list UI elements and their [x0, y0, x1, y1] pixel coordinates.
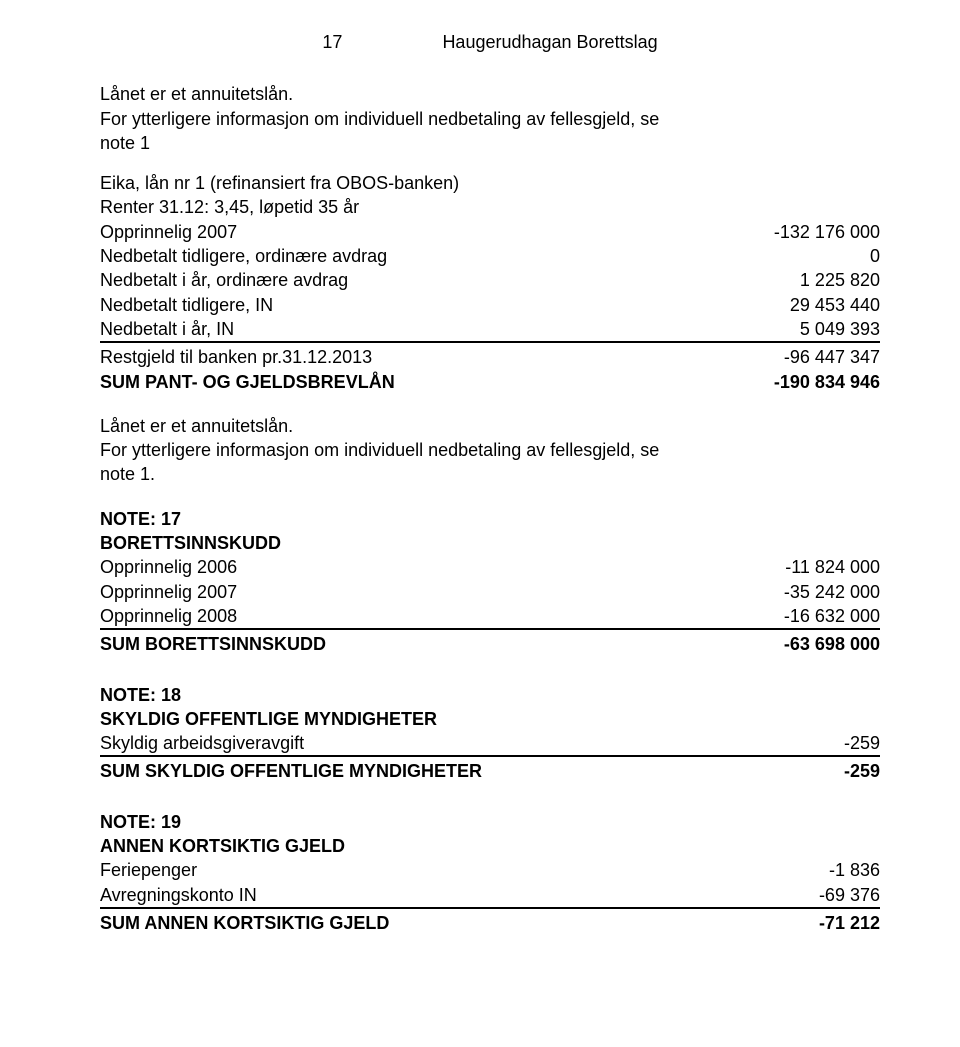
- sum-label: SUM PANT- OG GJELDSBREVLÅN: [100, 370, 774, 394]
- table-row: Nedbetalt i år, IN 5 049 393: [100, 317, 880, 341]
- text-line: note 1: [100, 131, 880, 155]
- note-subtitle: ANNEN KORTSIKTIG GJELD: [100, 834, 880, 858]
- table-row: Opprinnelig 2007 -132 176 000: [100, 220, 880, 244]
- note-17: NOTE: 17 BORETTSINNSKUDD Opprinnelig 200…: [100, 507, 880, 657]
- row-label: Skyldig arbeidsgiveravgift: [100, 731, 844, 755]
- row-value: 29 453 440: [790, 293, 880, 317]
- sum-row: SUM ANNEN KORTSIKTIG GJELD -71 212: [100, 907, 880, 935]
- table-row: Skyldig arbeidsgiveravgift -259: [100, 731, 880, 755]
- row-label: Restgjeld til banken pr.31.12.2013: [100, 345, 784, 369]
- text-line: For ytterligere informasjon om individue…: [100, 107, 880, 131]
- row-value: -259: [844, 731, 880, 755]
- row-value: -35 242 000: [784, 580, 880, 604]
- row-label: Nedbetalt tidligere, IN: [100, 293, 790, 317]
- sum-label: SUM ANNEN KORTSIKTIG GJELD: [100, 911, 819, 935]
- page-header: 17 Haugerudhagan Borettslag: [100, 30, 880, 54]
- table-row: Avregningskonto IN -69 376: [100, 883, 880, 907]
- sum-value: -71 212: [819, 911, 880, 935]
- text-line: Lånet er et annuitetslån.: [100, 82, 880, 106]
- text-line: For ytterligere informasjon om individue…: [100, 438, 880, 462]
- row-label: Opprinnelig 2006: [100, 555, 785, 579]
- row-value: 5 049 393: [800, 317, 880, 341]
- table-row: Opprinnelig 2006 -11 824 000: [100, 555, 880, 579]
- row-value: 1 225 820: [800, 268, 880, 292]
- row-label: Opprinnelig 2007: [100, 220, 774, 244]
- sum-row: SUM SKYLDIG OFFENTLIGE MYNDIGHETER -259: [100, 755, 880, 783]
- row-label: Opprinnelig 2007: [100, 580, 784, 604]
- intro-paragraph-1: Lånet er et annuitetslån. For ytterliger…: [100, 82, 880, 155]
- row-value: 0: [870, 244, 880, 268]
- row-value: -1 836: [829, 858, 880, 882]
- note-subtitle: SKYLDIG OFFENTLIGE MYNDIGHETER: [100, 707, 880, 731]
- table-row: Feriepenger -1 836: [100, 858, 880, 882]
- table-row: Nedbetalt tidligere, ordinære avdrag 0: [100, 244, 880, 268]
- table-row: Nedbetalt tidligere, IN 29 453 440: [100, 293, 880, 317]
- sum-label: SUM BORETTSINNSKUDD: [100, 632, 784, 656]
- row-label: Nedbetalt i år, IN: [100, 317, 800, 341]
- table-row: Opprinnelig 2007 -35 242 000: [100, 580, 880, 604]
- row-label: Nedbetalt i år, ordinære avdrag: [100, 268, 800, 292]
- note-title: NOTE: 19: [100, 810, 880, 834]
- row-value: -16 632 000: [784, 604, 880, 628]
- row-label: Feriepenger: [100, 858, 829, 882]
- loan-rate: Renter 31.12: 3,45, løpetid 35 år: [100, 195, 880, 219]
- sum-label: SUM SKYLDIG OFFENTLIGE MYNDIGHETER: [100, 759, 844, 783]
- table-row: Nedbetalt i år, ordinære avdrag 1 225 82…: [100, 268, 880, 292]
- row-label: Nedbetalt tidligere, ordinære avdrag: [100, 244, 870, 268]
- page-number: 17: [322, 30, 342, 54]
- note-title: NOTE: 18: [100, 683, 880, 707]
- note-19: NOTE: 19 ANNEN KORTSIKTIG GJELD Feriepen…: [100, 810, 880, 935]
- row-value: -11 824 000: [785, 555, 880, 579]
- row-value: -132 176 000: [774, 220, 880, 244]
- intro-paragraph-2: Lånet er et annuitetslån. For ytterliger…: [100, 414, 880, 487]
- sum-value: -259: [844, 759, 880, 783]
- note-18: NOTE: 18 SKYLDIG OFFENTLIGE MYNDIGHETER …: [100, 683, 880, 784]
- note-title: NOTE: 17: [100, 507, 880, 531]
- sum-value: -63 698 000: [784, 632, 880, 656]
- row-value: -96 447 347: [784, 345, 880, 369]
- loan-block: Eika, lån nr 1 (refinansiert fra OBOS-ba…: [100, 171, 880, 394]
- sum-row: SUM BORETTSINNSKUDD -63 698 000: [100, 628, 880, 656]
- text-line: note 1.: [100, 462, 880, 486]
- rest-row: Restgjeld til banken pr.31.12.2013 -96 4…: [100, 341, 880, 369]
- table-row: Opprinnelig 2008 -16 632 000: [100, 604, 880, 628]
- row-label: Opprinnelig 2008: [100, 604, 784, 628]
- doc-title: Haugerudhagan Borettslag: [442, 30, 657, 54]
- text-line: Lånet er et annuitetslån.: [100, 414, 880, 438]
- loan-title: Eika, lån nr 1 (refinansiert fra OBOS-ba…: [100, 171, 880, 195]
- note-subtitle: BORETTSINNSKUDD: [100, 531, 880, 555]
- sum-row: SUM PANT- OG GJELDSBREVLÅN -190 834 946: [100, 370, 880, 394]
- row-value: -69 376: [819, 883, 880, 907]
- row-label: Avregningskonto IN: [100, 883, 819, 907]
- sum-value: -190 834 946: [774, 370, 880, 394]
